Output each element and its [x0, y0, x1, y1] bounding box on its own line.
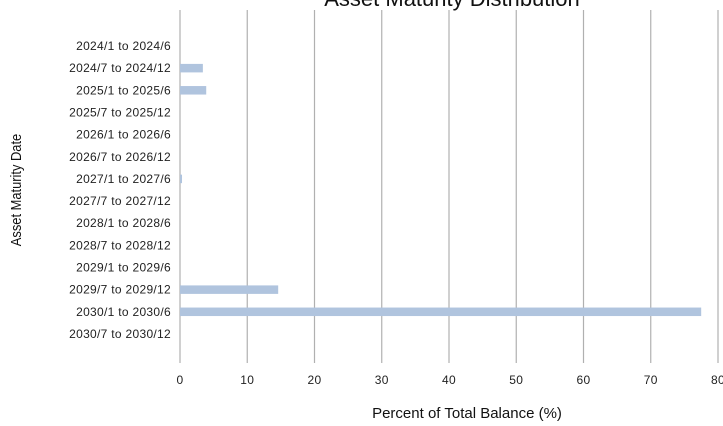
- y-tick-label: 2030/1 to 2030/6: [76, 305, 171, 319]
- y-tick-label: 2028/7 to 2028/12: [69, 238, 171, 252]
- y-tick-label: 2030/7 to 2030/12: [69, 327, 171, 341]
- bar: [180, 307, 702, 317]
- y-axis-title: Asset Maturity Date: [7, 134, 24, 247]
- x-tick-label: 50: [509, 373, 523, 387]
- y-tick-label: 2027/7 to 2027/12: [69, 194, 171, 208]
- y-tick-labels: 2024/1 to 2024/6 2024/7 to 2024/12 2025/1 …: [69, 39, 171, 341]
- y-tick-label: 2024/7 to 2024/12: [69, 61, 171, 75]
- x-tick-labels: 0 10 20 30 40 50 60 70 80: [177, 373, 723, 387]
- x-tick-label: 80: [711, 373, 723, 387]
- y-tick-label: 2029/7 to 2029/12: [69, 283, 171, 297]
- chart-title: Asset Maturity Distribution: [324, 0, 580, 11]
- x-tick-label: 70: [644, 373, 658, 387]
- y-tick-label: 2029/1 to 2029/6: [76, 261, 171, 275]
- x-tick-label: 10: [240, 373, 254, 387]
- bar: [180, 285, 279, 294]
- x-tick-label: 40: [442, 373, 456, 387]
- y-tick-label: 2026/7 to 2026/12: [69, 150, 171, 164]
- x-tick-label: 60: [577, 373, 591, 387]
- x-tick-label: 20: [308, 373, 322, 387]
- bar: [180, 174, 183, 184]
- grid-lines: [179, 10, 719, 363]
- y-tick-label: 2027/1 to 2027/6: [76, 172, 171, 186]
- bar: [180, 63, 203, 73]
- x-tick-label: 30: [375, 373, 389, 387]
- y-tick-label: 2026/1 to 2026/6: [76, 128, 171, 142]
- bars: [180, 63, 702, 317]
- x-axis-title: Percent of Total Balance (%): [372, 405, 562, 421]
- y-tick-label: 2025/7 to 2025/12: [69, 105, 171, 119]
- y-tick-label: 2024/1 to 2024/6: [76, 39, 171, 53]
- y-tick-label: 2025/1 to 2025/6: [76, 83, 171, 97]
- y-tick-label: 2028/1 to 2028/6: [76, 216, 171, 230]
- bar: [180, 86, 207, 95]
- x-tick-label: 0: [177, 373, 184, 387]
